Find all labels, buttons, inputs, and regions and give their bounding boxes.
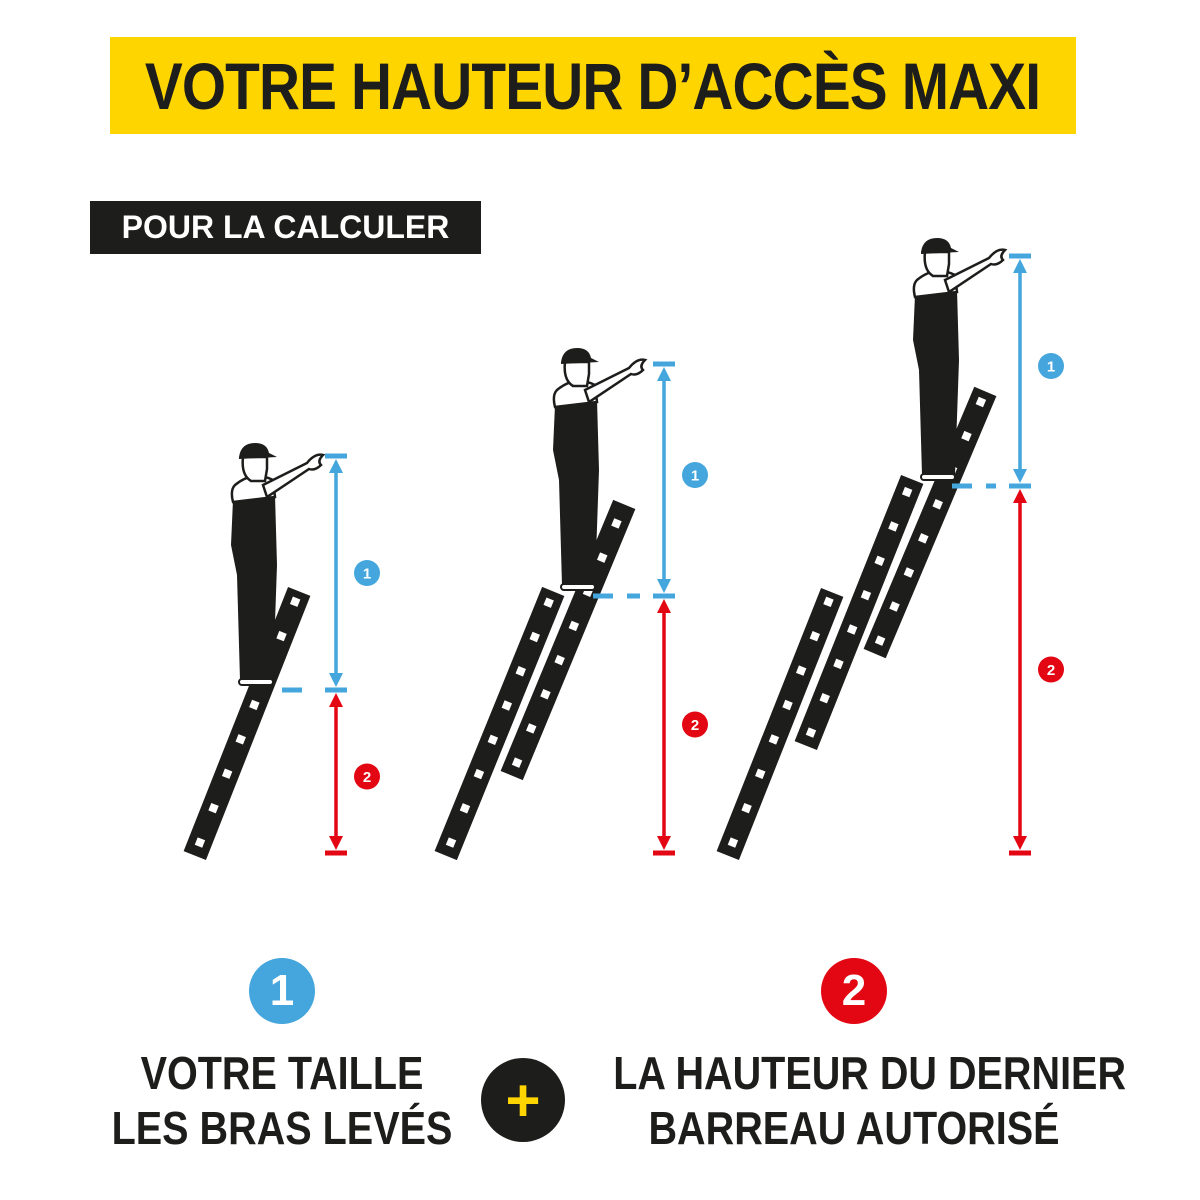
measurement-1: 12 [282,453,380,856]
ladder-rung [473,768,485,780]
legend-line: VOTRE TAILLE [140,1047,424,1099]
plus-sign: + [505,1066,541,1134]
marker-label: 1 [363,566,371,583]
ladder-rung [511,757,523,768]
marker-2 [682,711,708,738]
subtitle: POUR LA CALCULER [121,209,450,245]
ladder-rung [540,689,551,700]
ladder-rung [611,518,622,529]
ladder-rung [874,555,885,567]
ladder-rung [961,430,972,442]
ladder-rung [235,734,246,745]
subtitle-banner: POUR LA CALCULER [90,201,481,254]
ladder-rung [597,552,608,563]
ladder-5 [794,474,924,751]
ladder-rung [860,589,872,601]
title-banner: VOTRE HAUTEUR D’ACCÈS MAXI [110,37,1076,134]
ladder-rung [975,396,987,408]
ladder-rung [805,727,817,738]
ladder-rung [194,837,206,848]
marker-number: 2 [841,966,867,1015]
ladder-rung [515,666,526,677]
ladder-rung [932,499,943,510]
marker-2 [1038,656,1064,683]
marker-label: 2 [363,769,371,786]
marker-1 [1038,353,1064,379]
ladder-rung [487,734,499,745]
legend-marker-2: 2 [821,958,887,1024]
ladder-4 [716,587,844,861]
ladder-rung [727,837,739,848]
ladder-rung [823,596,834,608]
marker-label: 1 [1047,359,1055,376]
legend-line: LA HAUTEUR DU DERNIER [613,1047,1127,1099]
ladder-rung [795,665,807,676]
measurement-3: 12 [952,253,1064,856]
measurement-2: 12 [593,361,708,856]
ladder-rung [889,601,900,612]
marker-1 [354,560,380,586]
ladder-rung [874,635,886,646]
marker-2 [354,763,380,790]
ladder-rung [276,630,287,642]
ladder-rung [208,802,219,814]
ladder-rung [819,693,830,704]
marker-number: 1 [269,966,295,1015]
ladder-rung [249,699,260,711]
ladder-rung [846,624,858,635]
legend-text-1: VOTRE TAILLE LES BRAS LEVÉS [2,1046,562,1156]
plus-icon: + [481,1058,565,1142]
legend-marker-1: 1 [249,958,315,1024]
ladder-rung [833,658,844,670]
ladder-rung [768,734,780,745]
ladder-rung [888,521,899,532]
ladder-rung [529,631,540,643]
title: VOTRE HAUTEUR D’ACCÈS MAXI [145,48,1041,123]
ladder-rung [918,533,929,544]
legend-text-2: LA HAUTEUR DU DERNIER BARREAU AUTORISÉ [574,1046,1134,1156]
legend-line: BARREAU AUTORISÉ [648,1102,1060,1154]
ladder-rung [901,486,913,498]
ladder-rung [445,837,457,848]
marker-label: 1 [691,468,699,485]
ladder-rung [501,700,513,711]
ladder-rung [741,802,752,814]
ladder-rung [809,631,821,642]
ladder-rung [755,768,766,779]
ladder-rung [526,723,537,734]
ladder-2 [434,586,565,861]
ladder-rung [221,768,233,779]
marker-1 [682,462,708,488]
legend-line: LES BRAS LEVÉS [111,1102,453,1154]
ladder-rung [554,654,565,666]
ladder-rung [459,803,471,814]
marker-label: 2 [1047,662,1055,679]
ladder-rung [543,597,554,608]
ladder-rung [568,620,580,632]
ladder-rung [903,567,915,578]
marker-label: 2 [691,717,699,734]
ladder-rung [782,699,793,711]
ladder-rung [289,596,301,607]
